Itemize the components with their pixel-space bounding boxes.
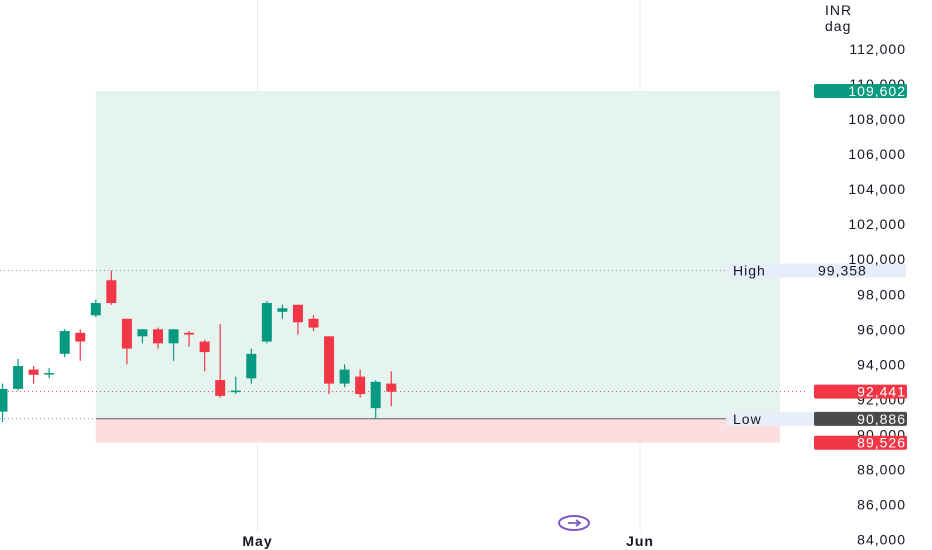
high-label-value: 99,358: [818, 262, 867, 278]
candle[interactable]: [121, 318, 132, 365]
candle-body: [90, 303, 101, 316]
y-tick-label: 106,000: [848, 146, 906, 162]
candle[interactable]: [230, 376, 241, 395]
unit-label: dag: [825, 18, 851, 34]
candle-body: [355, 376, 366, 395]
candle-body: [13, 366, 24, 389]
price-axis[interactable]: INR dag 112,000110,000108,000106,000104,…: [825, 2, 906, 547]
candle-body: [215, 380, 226, 396]
candle-body: [261, 303, 272, 342]
y-tick-label: 94,000: [857, 356, 906, 372]
arrow-right-icon: [568, 519, 582, 527]
y-tick-label: 108,000: [848, 111, 906, 127]
candle[interactable]: [106, 270, 117, 305]
candle-body: [28, 369, 39, 375]
candle-body: [277, 308, 288, 312]
candle-body: [386, 383, 397, 392]
price-tag: 89,526: [814, 435, 907, 451]
candle-body: [339, 369, 350, 384]
price-tag-value: 92,441: [857, 384, 906, 400]
price-tag-bg: [814, 435, 907, 450]
candle[interactable]: [137, 329, 148, 344]
candle-body: [153, 329, 163, 344]
candle[interactable]: [199, 339, 210, 372]
candle-body: [106, 280, 117, 304]
position-zones: [95, 91, 781, 443]
candle[interactable]: [339, 364, 350, 388]
candle-body: [59, 331, 70, 354]
x-tick-jun: Jun: [626, 533, 654, 549]
candle[interactable]: [0, 383, 8, 423]
candle[interactable]: [292, 304, 303, 335]
low-label-name: Low: [733, 411, 762, 427]
jump-to-realtime-button[interactable]: [558, 515, 590, 531]
candle-body: [230, 390, 241, 393]
candle[interactable]: [90, 299, 101, 318]
price-tag: 90,886: [814, 411, 907, 427]
price-tag: 109,602: [814, 83, 907, 99]
y-tick-label: 100,000: [848, 251, 906, 267]
candle[interactable]: [261, 301, 272, 344]
candle[interactable]: [370, 380, 381, 419]
candle-body: [184, 332, 195, 335]
candle[interactable]: [13, 359, 24, 391]
candle-body: [137, 329, 148, 337]
y-tick-label: 112,000: [849, 41, 906, 57]
y-tick-label: 96,000: [857, 321, 906, 337]
candle[interactable]: [59, 329, 70, 358]
candle[interactable]: [355, 369, 366, 398]
candle[interactable]: [153, 327, 163, 349]
candles: [0, 270, 397, 423]
candle-body: [75, 332, 86, 342]
candle-body: [308, 318, 319, 328]
candle[interactable]: [44, 367, 55, 379]
price-tag-bg: [814, 84, 907, 99]
candle[interactable]: [168, 329, 179, 361]
y-tick-label: 86,000: [857, 496, 906, 512]
high-label-name: High: [733, 262, 766, 278]
price-tag-bg: [814, 384, 907, 399]
high-label: High 99,358: [726, 262, 906, 278]
y-tick-label: 102,000: [848, 216, 906, 232]
price-tags: 109,602 92,441 90,886 89,526: [814, 83, 907, 451]
y-tick-label: 84,000: [857, 531, 906, 547]
x-axis: May Jun: [242, 533, 654, 549]
candle[interactable]: [28, 366, 39, 384]
candle[interactable]: [386, 371, 397, 407]
y-tick-label: 98,000: [857, 286, 906, 302]
price-tag-bg: [814, 411, 907, 426]
candle-body: [44, 373, 55, 375]
candle-body: [370, 381, 381, 409]
candle[interactable]: [215, 324, 226, 398]
candle[interactable]: [184, 331, 195, 347]
candle[interactable]: [246, 348, 257, 384]
price-tag-value: 90,886: [857, 411, 906, 427]
candle-body: [324, 336, 335, 384]
candle[interactable]: [324, 336, 335, 395]
candle-body: [199, 341, 210, 353]
y-tick-label: 104,000: [848, 181, 906, 197]
candle[interactable]: [75, 329, 86, 361]
candle-body: [0, 388, 8, 412]
candle-body: [121, 318, 132, 349]
profit-zone[interactable]: [95, 91, 781, 419]
x-tick-may: May: [242, 533, 272, 549]
candle-body: [246, 353, 257, 379]
candle-body: [168, 329, 179, 344]
loss-zone[interactable]: [95, 418, 781, 443]
price-tag-value: 109,602: [848, 83, 906, 99]
candle-body: [292, 304, 303, 323]
candle[interactable]: [308, 315, 319, 332]
price-tag-value: 89,526: [857, 435, 906, 451]
currency-label: INR: [825, 2, 852, 18]
candle[interactable]: [277, 304, 288, 319]
y-tick-label: 88,000: [857, 461, 906, 477]
price-tag: 92,441: [814, 384, 907, 400]
